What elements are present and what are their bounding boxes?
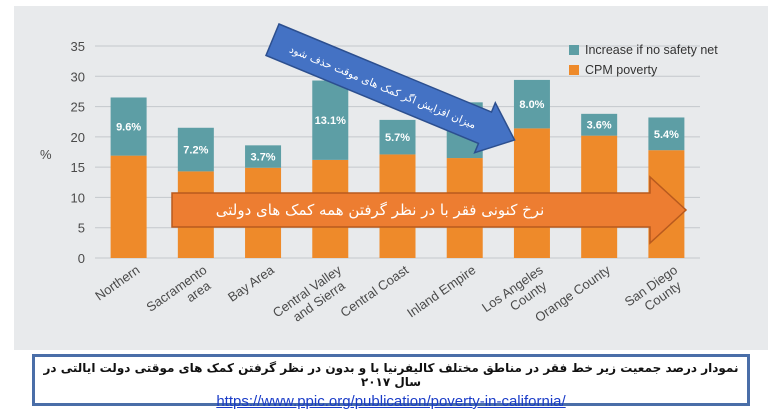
data-label: 8.0% [519,99,544,111]
data-label: 3.6% [587,120,612,132]
x-tick-label: Inland Empire [404,262,478,320]
data-label: 3.7% [251,152,276,164]
y-tick-label: 0 [78,251,85,266]
y-tick-label: 5 [78,221,85,236]
bar-safety-net-increase [513,79,550,129]
data-label: 5.7% [385,132,410,144]
data-label: 7.2% [183,145,208,157]
data-label: 9.6% [116,122,141,134]
x-tick-label: Central Coast [338,262,412,320]
bar-safety-net-increase [379,119,416,155]
legend-swatch-cpm [569,65,579,75]
y-tick-label: 15 [71,160,85,175]
y-axis-label: % [40,147,52,162]
x-tick-label-line: Bay Area [225,262,277,305]
y-tick-label: 10 [71,190,85,205]
bar-safety-net-increase [245,145,282,168]
bar-cpm-poverty [110,155,147,258]
data-label: 5.4% [654,129,679,141]
caption-text: نمودار درصد جمعیت زیر خط فقر در مناطق مخ… [43,361,739,389]
bar-safety-net-increase [581,113,618,136]
legend-label-safety-net: Increase if no safety net [585,43,718,57]
orange-arrow-text: نرخ کنونی فقر با در نظر گرفتن همه کمک ها… [216,201,545,219]
chart-svg: 0 5 10 15 20 25 30 35 9.6% Northern 7.2% Sacrament… [40,23,718,325]
bar-safety-net-increase [312,80,349,160]
caption-box: نمودار درصد جمعیت زیر خط فقر در مناطق مخ… [32,354,750,410]
x-tick-label: Northern [92,262,142,303]
data-label: 13.1% [315,115,346,127]
legend: Increase if no safety net CPM poverty [569,43,718,77]
orange-arrow-annotation: نرخ کنونی فقر با در نظر گرفتن همه کمک ها… [171,175,688,245]
bar-safety-net-increase [110,97,147,156]
bar-safety-net-increase [177,127,214,172]
y-tick-label: 30 [71,69,85,84]
x-tick-label-line: Central Coast [338,262,412,320]
y-tick-label: 25 [71,100,85,115]
bar-safety-net-increase [648,117,685,151]
orange-arrow-shape [171,175,688,245]
x-tick-label: Bay Area [225,262,277,305]
blue-arrow-shape [265,23,516,154]
y-tick-label: 35 [71,39,85,54]
legend-swatch-safety-net [569,45,579,55]
source-link[interactable]: https://www.ppic.org/publication/poverty… [216,393,566,410]
legend-label-cpm: CPM poverty [585,63,658,77]
y-tick-label: 20 [71,130,85,145]
x-tick-label-line: Inland Empire [404,262,478,320]
x-tick-label-line: Northern [92,262,142,303]
